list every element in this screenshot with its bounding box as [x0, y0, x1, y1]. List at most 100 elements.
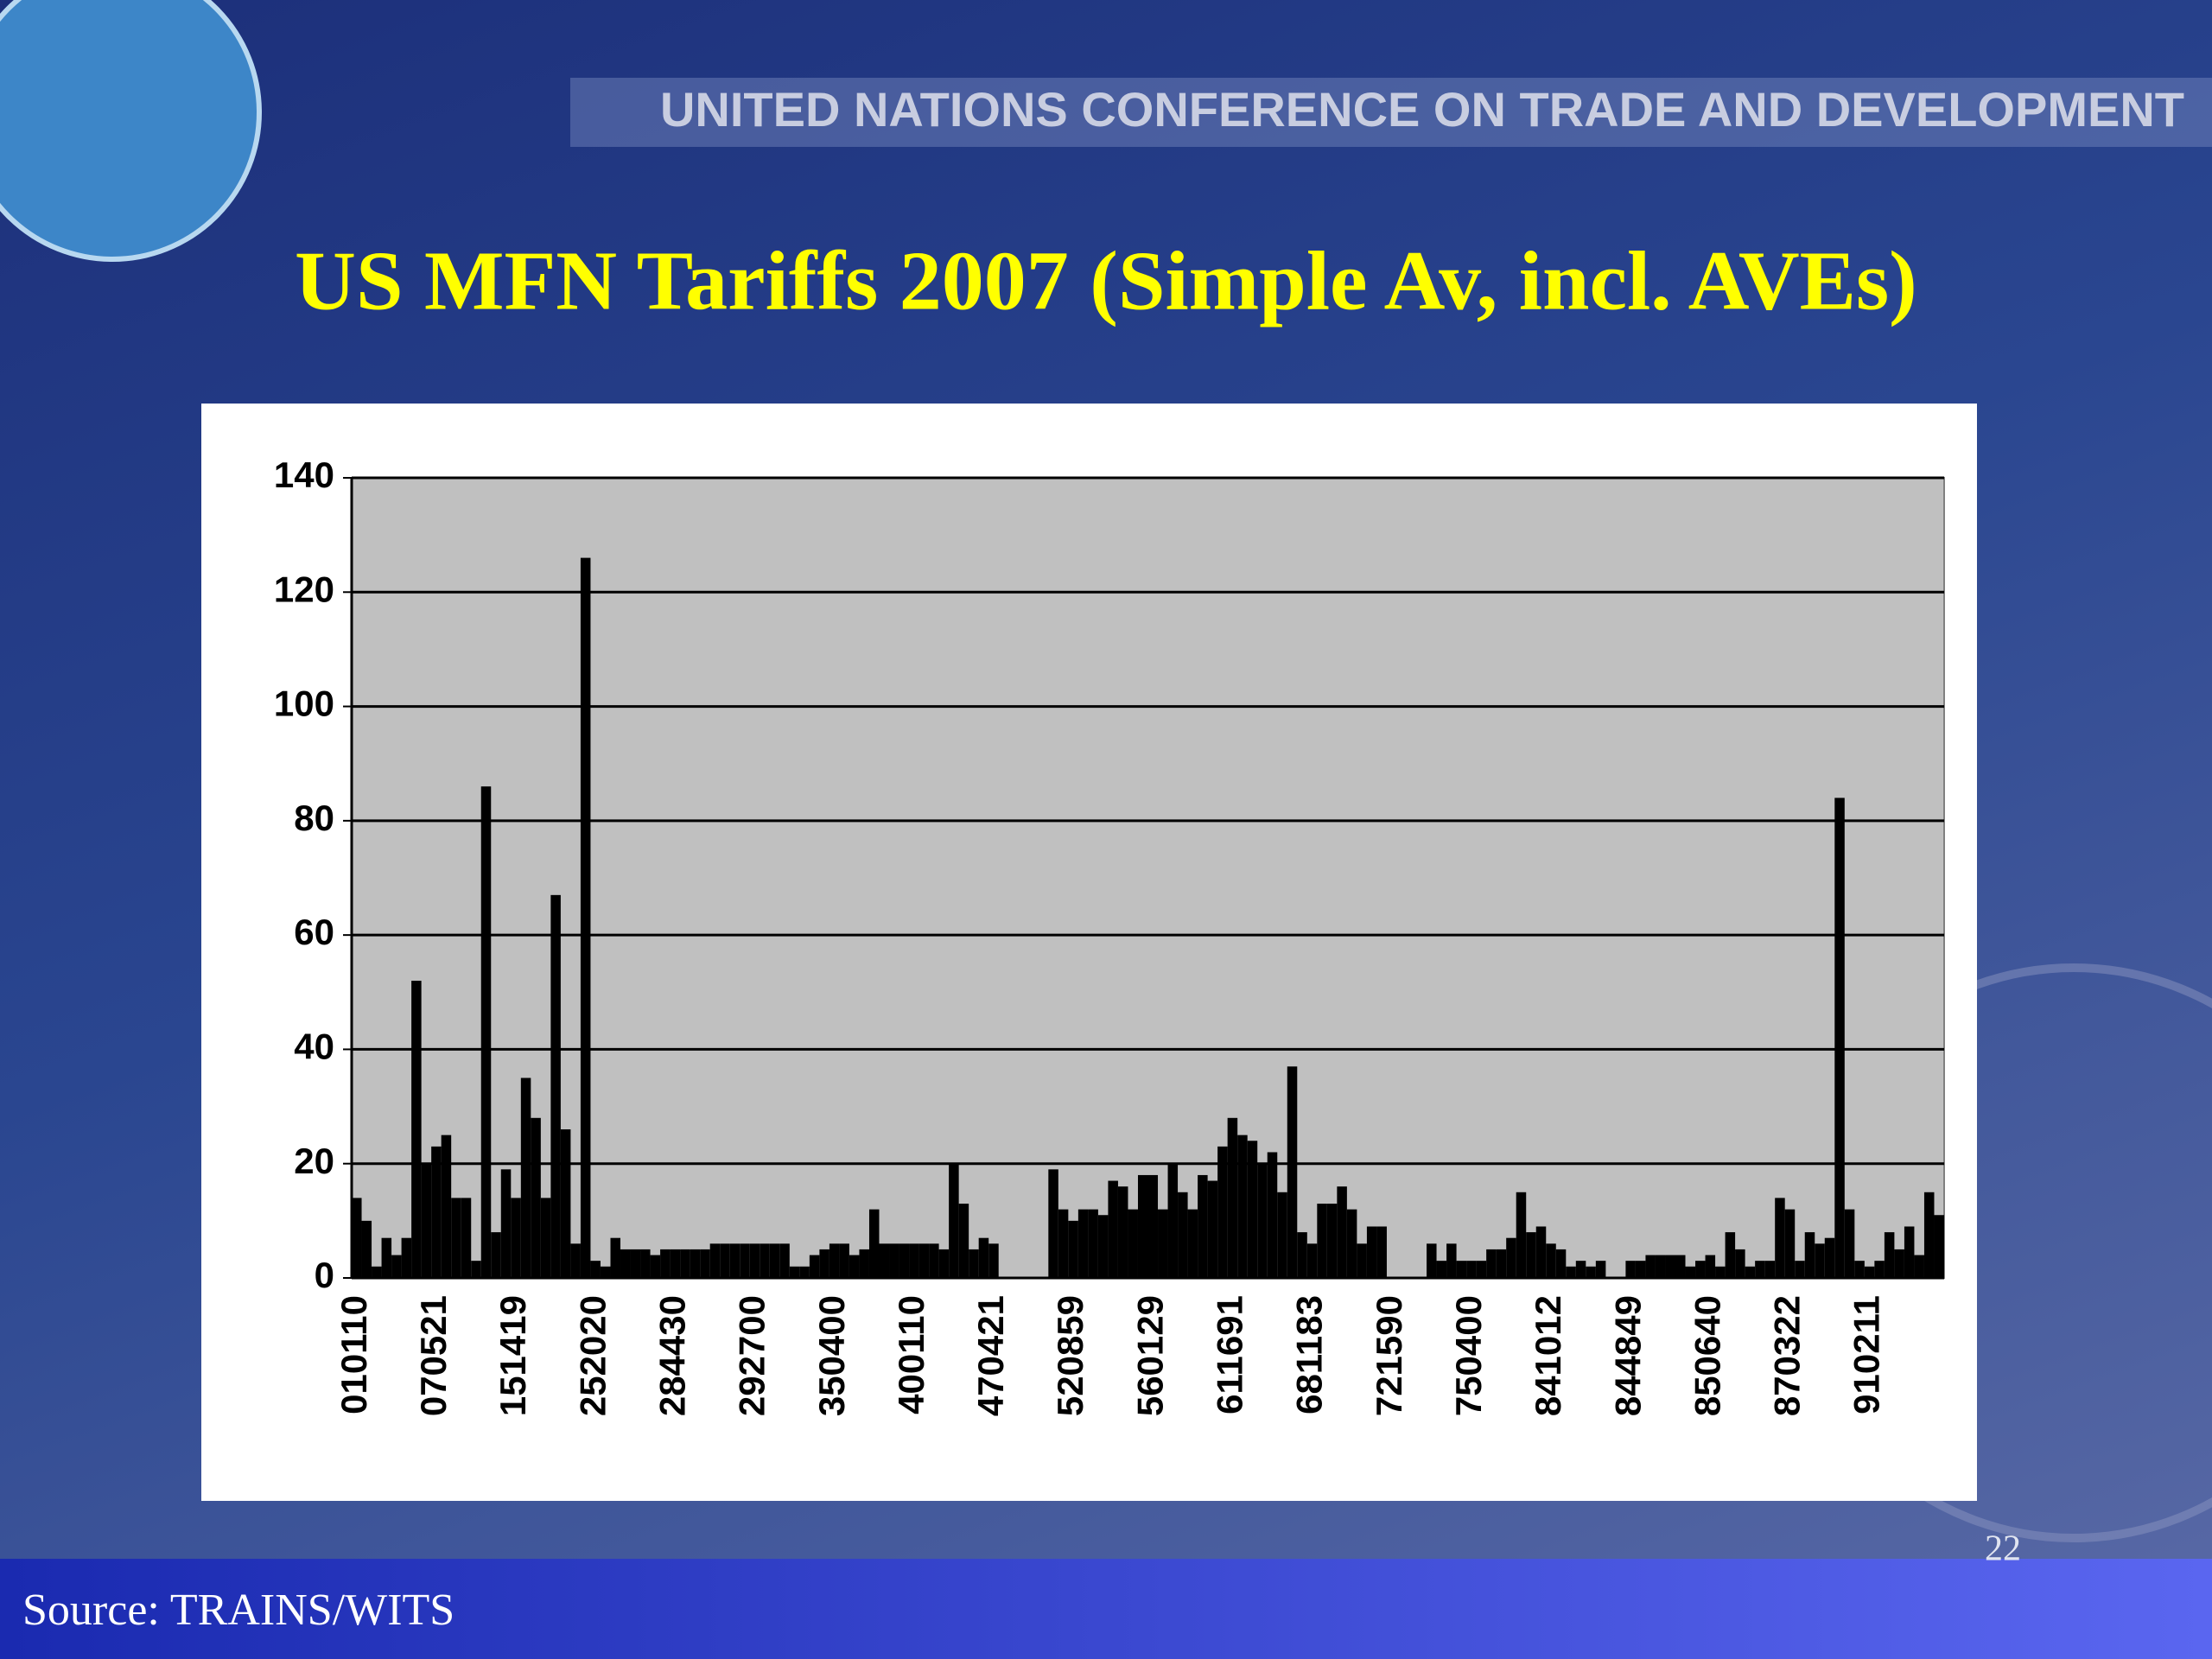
bar	[372, 1266, 382, 1278]
bar	[1655, 1255, 1666, 1278]
bar	[938, 1249, 950, 1278]
bar	[500, 1169, 512, 1278]
bar	[1317, 1204, 1327, 1278]
bar	[1077, 1209, 1089, 1278]
x-tick-label: 611691	[1210, 1295, 1250, 1414]
bar	[590, 1261, 601, 1278]
y-tick-label: 140	[274, 454, 334, 495]
bar	[1854, 1261, 1865, 1278]
bar	[949, 1163, 959, 1278]
y-tick-label: 80	[294, 798, 334, 838]
bar	[1198, 1174, 1208, 1278]
bar	[540, 1198, 551, 1278]
bar	[1735, 1249, 1745, 1278]
bar	[1575, 1261, 1586, 1278]
bar	[1695, 1261, 1706, 1278]
bar	[1147, 1174, 1159, 1278]
source: Source: TRAINS/WITS	[22, 1586, 454, 1635]
x-tick-label: 841012	[1528, 1295, 1568, 1416]
bar	[1108, 1180, 1118, 1278]
bar	[1456, 1261, 1467, 1278]
x-tick-label: 750400	[1448, 1295, 1489, 1416]
bar	[929, 1243, 939, 1278]
x-tick-label: 350400	[811, 1295, 852, 1416]
bar	[969, 1249, 979, 1278]
bar	[1297, 1232, 1307, 1278]
bar	[630, 1249, 641, 1278]
bar	[879, 1243, 890, 1278]
bar	[1784, 1209, 1796, 1278]
bar	[1326, 1204, 1338, 1278]
bar	[1257, 1163, 1268, 1278]
bar	[1217, 1146, 1228, 1278]
bar	[709, 1243, 721, 1278]
bar	[1167, 1163, 1179, 1278]
bar	[1815, 1243, 1825, 1278]
bar	[361, 1220, 372, 1278]
bar	[531, 1117, 541, 1278]
bar	[1705, 1255, 1716, 1278]
bar	[909, 1243, 919, 1278]
bar	[680, 1249, 690, 1278]
bar	[1595, 1261, 1606, 1278]
bar	[1864, 1266, 1875, 1278]
bar	[1715, 1266, 1726, 1278]
bar	[1894, 1249, 1904, 1278]
bar	[1366, 1226, 1377, 1278]
bar	[1158, 1209, 1168, 1278]
bar	[760, 1243, 770, 1278]
bar	[1745, 1266, 1756, 1278]
bar	[550, 894, 561, 1278]
bar	[740, 1243, 750, 1278]
bar	[670, 1249, 681, 1278]
x-tick-label: 400110	[891, 1295, 931, 1414]
bar	[1476, 1261, 1487, 1278]
bar	[511, 1198, 521, 1278]
bar	[441, 1135, 452, 1278]
bar	[1466, 1261, 1477, 1278]
bar	[1914, 1255, 1924, 1278]
bar	[1346, 1209, 1357, 1278]
x-tick-label: 721590	[1369, 1295, 1409, 1416]
bar	[720, 1243, 730, 1278]
bar	[431, 1146, 442, 1278]
bar	[1586, 1266, 1596, 1278]
bar	[1436, 1261, 1447, 1278]
bar	[461, 1198, 472, 1278]
bar	[1227, 1117, 1238, 1278]
x-tick-label: 151419	[493, 1295, 533, 1416]
bar	[1555, 1249, 1567, 1278]
x-tick-label: 520859	[1050, 1295, 1090, 1416]
x-tick-label: 010110	[334, 1295, 374, 1414]
x-tick-label: 681183	[1289, 1295, 1330, 1414]
bar	[1128, 1209, 1138, 1278]
bar	[480, 786, 492, 1278]
bar	[1795, 1261, 1805, 1278]
bar	[491, 1232, 501, 1278]
bar	[1048, 1169, 1058, 1278]
x-tick-label: 284430	[652, 1295, 692, 1416]
bar	[560, 1129, 571, 1278]
y-tick-label: 0	[315, 1255, 334, 1295]
bar	[1486, 1249, 1497, 1278]
bar	[1635, 1261, 1646, 1278]
bar	[1566, 1266, 1576, 1278]
bar	[958, 1204, 969, 1278]
bar	[859, 1249, 869, 1278]
globe	[0, 0, 262, 262]
x-tick-label: 870322	[1767, 1295, 1808, 1416]
bar	[660, 1249, 671, 1278]
bar	[411, 981, 422, 1278]
bar	[1665, 1255, 1675, 1278]
bar	[1088, 1209, 1098, 1278]
bar	[471, 1261, 481, 1278]
bar	[819, 1249, 830, 1278]
bar	[978, 1237, 989, 1278]
footer-band	[0, 1559, 2212, 1659]
bar	[1117, 1186, 1128, 1278]
bar	[391, 1255, 402, 1278]
bar	[650, 1255, 661, 1278]
x-tick-label: 252020	[572, 1295, 613, 1416]
bar	[1844, 1209, 1855, 1278]
